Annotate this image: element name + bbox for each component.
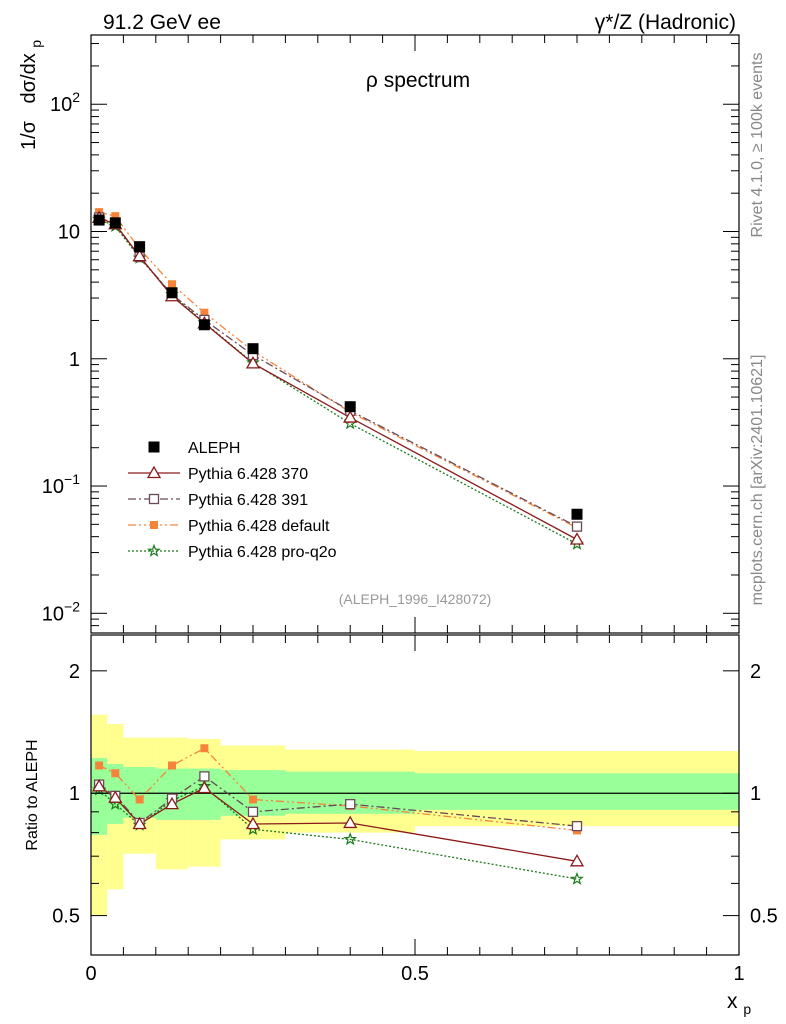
- marker-aleph: [344, 401, 356, 413]
- y-tick-base: 10: [42, 476, 64, 498]
- ratio-y-tick-label-right: 1: [750, 783, 761, 805]
- ylabel-norm: 1/σ: [18, 120, 40, 150]
- uncertainty-band-green: [415, 773, 739, 810]
- ratio-marker-pythia-6-428-370: [569, 854, 585, 867]
- ratio-line-pythia-6-428-pro-q2o: [98, 785, 578, 880]
- y-axis-label: 1/σ dσ/dx p: [18, 40, 44, 150]
- ratio-y-label: Ratio to ALEPH: [24, 739, 41, 850]
- ylabel-deriv: dσ/dx: [18, 53, 40, 103]
- chart-title: ρ spectrum: [366, 69, 470, 92]
- xlabel-sub: p: [743, 1001, 751, 1017]
- legend-label: Pythia 6.428 391: [188, 492, 308, 509]
- ratio-y-tick-label-left: 1: [69, 783, 80, 805]
- header-process: γ*/Z (Hadronic): [595, 11, 736, 34]
- marker-aleph: [247, 343, 259, 355]
- marker-pythia-6-428-370: [569, 532, 585, 545]
- series-line-pythia-6-428-pro-q2o: [98, 218, 578, 545]
- y-tick-base: 10: [50, 94, 72, 116]
- ratio-marker-pythia-6-428-391: [247, 806, 259, 817]
- ratio-y-tick-label-right: 0.5: [750, 906, 778, 928]
- ratio-marker-pythia-6-428-pro-q2o: [570, 871, 584, 885]
- x-tick-label: 1: [733, 963, 744, 985]
- analysis-id: (ALEPH_1996_I428072): [339, 591, 492, 607]
- ratio-marker-pythia-6-428-370: [245, 816, 261, 830]
- ratio-marker-pythia-6-428-391: [345, 798, 356, 810]
- marker-aleph: [571, 508, 583, 520]
- y-tick-exponent: 2: [72, 89, 80, 105]
- marker-pythia-6-428-370: [132, 248, 147, 262]
- ratio-marker-pythia-6-428-370: [91, 778, 107, 792]
- svg-text:x p: x p: [727, 990, 751, 1017]
- series-line-pythia-6-428-370: [98, 217, 578, 541]
- marker-aleph: [198, 319, 210, 331]
- y-tick-label: 10−1: [42, 471, 80, 498]
- marker-pythia-6-428-391: [571, 521, 583, 532]
- x-tick-label: 0: [85, 963, 96, 985]
- series-line-pythia-6-428-391: [98, 216, 578, 528]
- marker-pythia-6-428-default: [168, 280, 176, 289]
- uncertainty-band-green: [123, 767, 156, 818]
- marker-pythia-6-428-370: [245, 356, 261, 369]
- y-tick-exponent: −2: [64, 598, 80, 614]
- side-mcplots-label: mcplots.cern.ch [arXiv:2401.10621]: [749, 355, 766, 606]
- legend-label: Pythia 6.428 pro-q2o: [188, 544, 337, 561]
- ratio-marker-pythia-6-428-370: [197, 780, 212, 794]
- x-tick-label: 0.5: [401, 963, 429, 985]
- marker-aleph: [93, 214, 105, 226]
- ratio-y-tick-label-left: 0.5: [52, 906, 80, 928]
- ratio-y-tick-label-left: 2: [69, 661, 80, 683]
- y-tick-label: 1: [69, 349, 80, 371]
- y-tick-label: 102: [50, 89, 80, 116]
- marker-pythia-6-428-default: [111, 212, 120, 221]
- lower-panel: 0.5 0.5 1 1 2 2 0 0.5 1 Ratio to ALEPH x p: [24, 634, 778, 1017]
- series-line-pythia-6-428-default: [98, 211, 578, 529]
- marker-pythia-6-428-default: [200, 308, 209, 317]
- ratio-marker-pythia-6-428-default: [200, 744, 209, 753]
- marker-aleph: [109, 217, 121, 229]
- ratio-marker-pythia-6-428-pro-q2o: [343, 832, 358, 846]
- legend-label: Pythia 6.428 370: [188, 466, 308, 483]
- ratio-marker-pythia-6-428-370: [108, 790, 123, 803]
- ratio-marker-pythia-6-428-370: [343, 815, 358, 829]
- marker-pythia-6-428-370: [343, 410, 358, 423]
- y-tick-base: 10: [42, 603, 64, 625]
- xlabel-main: x: [727, 990, 738, 1013]
- legend: ALEPH Pythia 6.428 370 Pythia 6.428 391 Pyt…: [128, 440, 337, 561]
- ylabel-sub: p: [28, 40, 44, 48]
- ratio-marker-pythia-6-428-default: [135, 795, 144, 804]
- legend-marker-pythia-6-428-391: [148, 493, 160, 505]
- ratio-marker-pythia-6-428-370: [164, 796, 180, 810]
- ratio-marker-pythia-6-428-391: [199, 771, 210, 782]
- legend-marker-aleph: [148, 441, 160, 453]
- ratio-marker-pythia-6-428-default: [168, 761, 176, 770]
- y-tick-base: 1: [69, 349, 80, 371]
- side-rivet-label: Rivet 4.1.0, ≥ 100k events: [749, 53, 766, 238]
- y-tick-exponent: −1: [64, 471, 80, 487]
- header-energy: 91.2 GeV ee: [103, 11, 221, 34]
- legend-label: Pythia 6.428 default: [188, 518, 330, 535]
- y-tick-label: 10−2: [42, 598, 80, 625]
- legend-marker-pythia-6-428-370: [146, 465, 162, 479]
- x-axis-label: x p: [727, 990, 751, 1017]
- legend-label: ALEPH: [188, 440, 240, 457]
- ratio-marker-pythia-6-428-default: [95, 761, 104, 770]
- ratio-marker-pythia-6-428-default: [111, 769, 120, 778]
- legend-marker-pythia-6-428-pro-q2o: [147, 543, 161, 557]
- svg-text:1/σ dσ/dx p: 1/σ dσ/dx p: [18, 40, 44, 150]
- ratio-y-tick-label-right: 2: [750, 661, 761, 683]
- legend-marker-pythia-6-428-default: [150, 521, 158, 529]
- ratio-marker-pythia-6-428-default: [249, 795, 257, 804]
- marker-aleph: [166, 287, 178, 299]
- ratio-marker-pythia-6-428-370: [132, 816, 147, 830]
- y-tick-label: 10: [58, 222, 80, 244]
- y-tick-base: 10: [58, 222, 80, 244]
- ratio-line-pythia-6-428-391: [98, 775, 578, 827]
- marker-aleph: [134, 241, 146, 253]
- uncertainty-band-green: [91, 758, 108, 835]
- ratio-marker-pythia-6-428-391: [571, 820, 583, 832]
